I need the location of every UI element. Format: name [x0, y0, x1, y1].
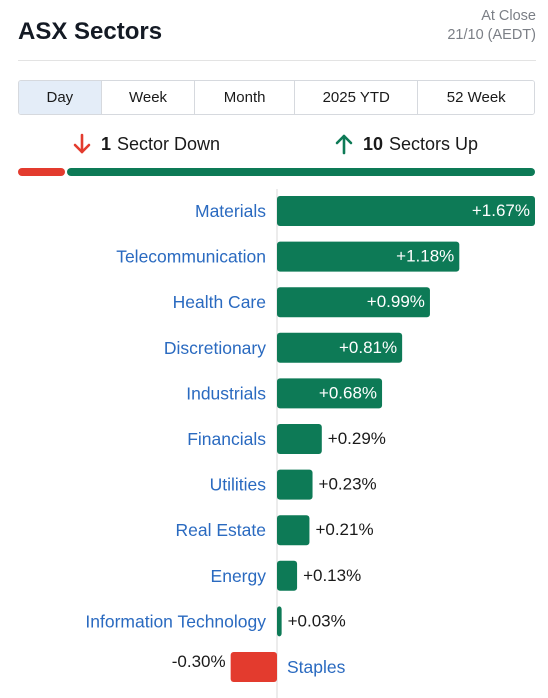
- bar-discretionary[interactable]: [277, 332, 403, 363]
- breadth-bar: [18, 168, 535, 176]
- sector-row-telecommunication[interactable]: Telecommunication +1.18%: [116, 241, 460, 272]
- sector-row-discretionary[interactable]: Discretionary +0.81%: [164, 332, 403, 363]
- sectors-down-label: Sector Down: [117, 133, 221, 154]
- sector-row-industrials[interactable]: Industrials +0.68%: [186, 378, 383, 409]
- value-label-information-technology: +0.03%: [288, 611, 346, 630]
- arrow-down-icon: [73, 133, 91, 154]
- category-label-energy[interactable]: Energy: [211, 566, 267, 586]
- value-label-staples: -0.30%: [172, 652, 226, 671]
- value-label-health-care: +0.99%: [367, 292, 425, 311]
- sector-row-materials[interactable]: Materials +1.67%: [195, 196, 535, 226]
- breadth-bar-up: [67, 168, 535, 176]
- tab-52-week[interactable]: 52 Week: [418, 81, 534, 114]
- bar-financials[interactable]: [277, 424, 322, 454]
- category-label-discretionary[interactable]: Discretionary: [164, 338, 266, 358]
- category-label-real-estate[interactable]: Real Estate: [176, 520, 266, 540]
- sector-row-utilities[interactable]: Utilities +0.23%: [210, 469, 377, 500]
- bar-utilities[interactable]: [277, 469, 313, 500]
- bar-staples[interactable]: [230, 652, 277, 682]
- status-line-2: 21/10 (AEDT): [447, 27, 536, 43]
- sector-bar-chart: Materials +1.67% Telecommunication +1.18% He…: [85, 189, 535, 698]
- category-label-health-care[interactable]: Health Care: [173, 292, 266, 312]
- period-tabs: Day Week Month 2025 YTD 52 Week: [18, 80, 535, 115]
- status-line-1: At Close: [481, 8, 536, 24]
- value-label-discretionary: +0.81%: [339, 338, 397, 357]
- category-label-materials[interactable]: Materials: [195, 201, 266, 221]
- bar-telecommunication[interactable]: [277, 241, 460, 272]
- value-label-industrials: +0.68%: [319, 383, 377, 402]
- tab-day[interactable]: Day: [19, 81, 102, 114]
- bar-health-care[interactable]: [277, 287, 430, 318]
- category-label-telecommunication[interactable]: Telecommunication: [116, 247, 266, 267]
- sectors-down-count: 1: [101, 133, 112, 154]
- bar-materials[interactable]: [277, 196, 535, 226]
- bar-industrials[interactable]: [277, 378, 383, 409]
- tab-month[interactable]: Month: [195, 81, 295, 114]
- category-label-financials[interactable]: Financials: [187, 429, 266, 449]
- value-label-materials: +1.67%: [472, 201, 530, 220]
- market-status: At Close 21/10 (AEDT): [447, 7, 536, 45]
- bar-energy[interactable]: [277, 560, 298, 591]
- sector-row-information-technology[interactable]: Information Technology +0.03%: [85, 606, 346, 637]
- category-label-information-technology[interactable]: Information Technology: [85, 611, 266, 631]
- tab-2025-ytd[interactable]: 2025 YTD: [294, 81, 419, 114]
- tab-week[interactable]: Week: [101, 81, 196, 114]
- sector-row-health-care[interactable]: Health Care +0.99%: [173, 287, 430, 318]
- sectors-up-count: 10: [363, 133, 384, 154]
- arrow-up-icon: [335, 134, 353, 155]
- value-label-financials: +0.29%: [328, 429, 386, 448]
- category-label-staples[interactable]: Staples: [287, 657, 346, 677]
- value-label-energy: +0.13%: [303, 566, 361, 585]
- page-title: ASX Sectors: [18, 18, 163, 45]
- sector-row-energy[interactable]: Energy +0.13%: [211, 560, 362, 591]
- header-divider: [18, 60, 536, 61]
- sector-row-staples[interactable]: Staples -0.30%: [172, 652, 346, 682]
- sector-row-real-estate[interactable]: Real Estate +0.21%: [176, 515, 374, 546]
- sectors-up-label: Sectors Up: [389, 133, 479, 154]
- category-label-utilities[interactable]: Utilities: [210, 475, 267, 495]
- value-label-telecommunication: +1.18%: [396, 247, 454, 266]
- value-label-real-estate: +0.21%: [315, 520, 373, 539]
- bar-real-estate[interactable]: [277, 515, 310, 546]
- sectors-up-summary: 10 Sectors Up: [334, 133, 478, 155]
- bar-information-technology[interactable]: [277, 606, 282, 637]
- sector-row-financials[interactable]: Financials +0.29%: [187, 424, 386, 454]
- sectors-down-summary: 1 Sector Down: [72, 133, 220, 155]
- category-label-industrials[interactable]: Industrials: [186, 383, 266, 403]
- breadth-bar-down: [18, 168, 65, 176]
- value-label-utilities: +0.23%: [319, 475, 377, 494]
